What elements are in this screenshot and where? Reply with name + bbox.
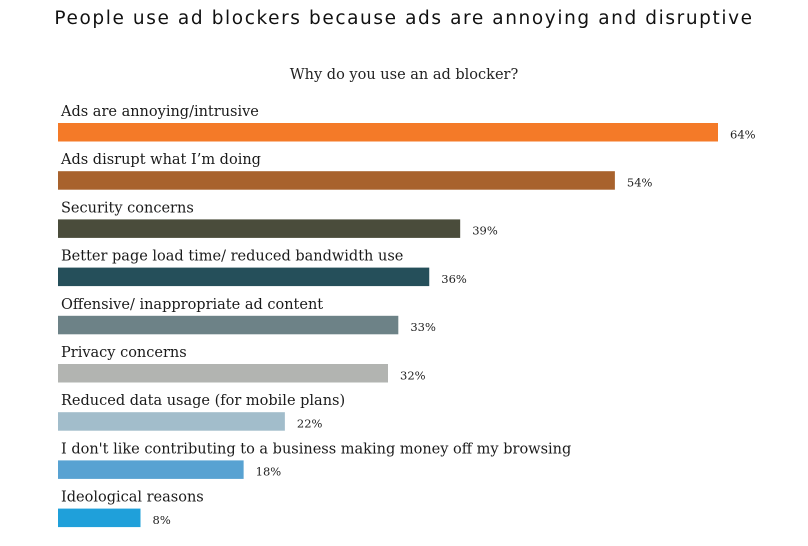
category-label: Ads disrupt what I’m doing <box>60 152 261 168</box>
chart-subtitle: Why do you use an ad blocker? <box>289 67 519 83</box>
value-label: 32% <box>400 368 426 382</box>
category-label: I don't like contributing to a business … <box>61 441 571 457</box>
category-label: Better page load time/ reduced bandwidth… <box>61 249 403 265</box>
value-label: 33% <box>410 320 436 334</box>
category-label: Offensive/ inappropriate ad content <box>61 297 323 313</box>
value-label: 64% <box>730 127 756 141</box>
category-label: Security concerns <box>61 200 194 216</box>
value-label: 39% <box>472 224 498 238</box>
value-label: 22% <box>297 416 323 430</box>
category-label: Ideological reasons <box>61 490 204 506</box>
bar <box>58 508 141 528</box>
bar <box>58 123 718 142</box>
bar <box>58 364 388 383</box>
bar <box>58 412 285 431</box>
value-label: 36% <box>441 272 467 286</box>
value-label: 8% <box>153 513 171 527</box>
bar <box>58 315 399 335</box>
category-label: Privacy concerns <box>61 345 187 361</box>
value-label: 18% <box>256 465 282 479</box>
category-label: Reduced data usage (for mobile plans) <box>61 393 345 409</box>
category-label: Ads are annoying/intrusive <box>60 104 259 120</box>
bar <box>58 219 461 238</box>
bar <box>58 460 244 479</box>
bar <box>58 267 430 287</box>
chart-title: People use ad blockers because ads are a… <box>54 8 754 29</box>
bar <box>58 171 615 190</box>
value-label: 54% <box>627 175 653 189</box>
